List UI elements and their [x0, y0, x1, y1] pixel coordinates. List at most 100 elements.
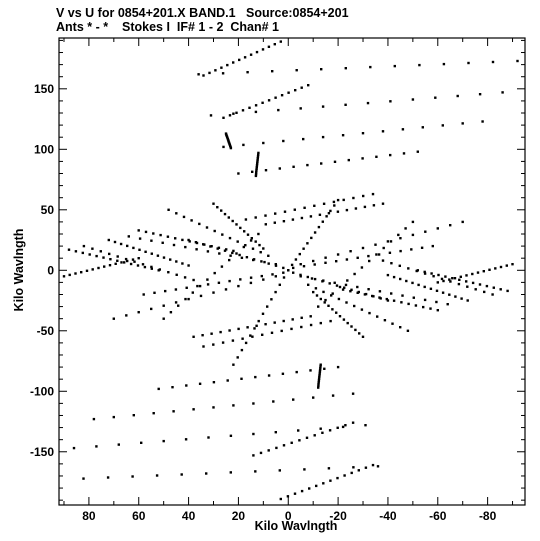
uv-point — [237, 172, 240, 175]
uv-point — [465, 280, 468, 283]
uv-point — [461, 220, 464, 224]
uv-point — [411, 281, 414, 285]
uv-point — [478, 283, 482, 286]
uv-point — [74, 250, 78, 253]
uv-point — [423, 270, 426, 274]
uv-point — [124, 257, 128, 261]
uv-point — [302, 265, 306, 268]
uv-point — [239, 226, 242, 230]
uv-point — [313, 204, 316, 207]
uv-point — [345, 208, 349, 212]
x-tick-label: 80 — [82, 509, 96, 523]
uv-point — [336, 253, 340, 256]
uv-point — [368, 311, 371, 315]
uv-point — [245, 256, 249, 259]
uv-point — [417, 283, 420, 287]
uv-point — [192, 408, 195, 411]
uv-point — [249, 53, 253, 56]
uv-point — [488, 268, 491, 271]
uv-point — [108, 264, 112, 267]
uv-point — [429, 287, 433, 290]
uv-point — [150, 265, 153, 269]
uv-point — [381, 202, 385, 205]
uv-point — [255, 50, 259, 54]
uv-point — [150, 307, 153, 311]
uv-point — [436, 281, 439, 284]
uv-point — [312, 396, 315, 399]
uv-point — [329, 209, 332, 213]
uv-point — [254, 110, 258, 114]
uv-point — [254, 216, 257, 219]
uv-point — [259, 251, 262, 254]
uv-point — [329, 319, 332, 323]
uv-point — [313, 434, 316, 437]
uv-point — [229, 254, 232, 257]
uv-point — [483, 290, 486, 294]
uv-point — [260, 274, 263, 278]
uv-point — [303, 206, 306, 209]
uv-point — [244, 218, 248, 221]
uv-point — [371, 463, 375, 467]
uv-point — [220, 265, 224, 268]
uv-point — [347, 158, 350, 162]
uv-point — [324, 261, 327, 264]
uv-point — [441, 124, 444, 127]
uv-point — [344, 67, 347, 70]
uv-point — [174, 288, 178, 291]
uv-point — [278, 283, 281, 286]
uv-point — [449, 280, 452, 283]
uv-point — [136, 264, 140, 267]
uv-point — [267, 262, 270, 265]
uv-point — [307, 283, 310, 286]
uv-point — [277, 108, 280, 112]
uv-point — [317, 384, 320, 388]
uv-point — [238, 58, 241, 62]
uv-point — [237, 284, 240, 288]
uv-point — [261, 333, 264, 336]
uv-point — [435, 300, 438, 304]
uv-point — [138, 248, 141, 251]
uv-point — [389, 100, 392, 103]
uv-point — [242, 143, 245, 147]
uv-point — [197, 73, 200, 76]
uv-point — [81, 251, 84, 255]
uv-point — [290, 263, 294, 267]
uv-point — [116, 255, 119, 258]
uv-point — [388, 251, 392, 254]
uv-point — [350, 471, 353, 475]
uv-point — [161, 241, 164, 244]
uv-point — [132, 246, 135, 250]
uv-point — [327, 467, 331, 470]
uv-point — [385, 297, 388, 301]
uv-point — [492, 286, 495, 289]
uv-point — [239, 278, 242, 281]
uv-point — [345, 258, 349, 261]
uv-point — [184, 438, 188, 441]
uv-point — [376, 315, 379, 318]
uv-point — [454, 295, 457, 298]
uv-point — [342, 318, 346, 321]
uv-point — [120, 261, 123, 264]
uv-point — [358, 332, 361, 335]
uv-point — [424, 230, 427, 233]
uv-point — [271, 70, 274, 73]
uv-point — [294, 89, 297, 92]
uv-point — [137, 229, 140, 232]
uv-point — [412, 296, 415, 299]
uv-point — [180, 473, 183, 476]
uv-point — [399, 237, 402, 240]
uv-point — [257, 151, 260, 155]
uv-point — [349, 290, 352, 293]
uv-point — [267, 374, 271, 377]
uv-point — [228, 329, 231, 332]
uv-point — [266, 305, 269, 308]
uv-point — [361, 335, 365, 338]
uv-point — [278, 469, 281, 472]
uv-point — [291, 318, 294, 321]
uv-point — [231, 219, 234, 223]
uv-point — [240, 377, 243, 380]
uv-point — [282, 276, 286, 279]
uv-point — [436, 227, 439, 230]
uv-point — [422, 305, 425, 309]
uv-point — [241, 109, 245, 112]
